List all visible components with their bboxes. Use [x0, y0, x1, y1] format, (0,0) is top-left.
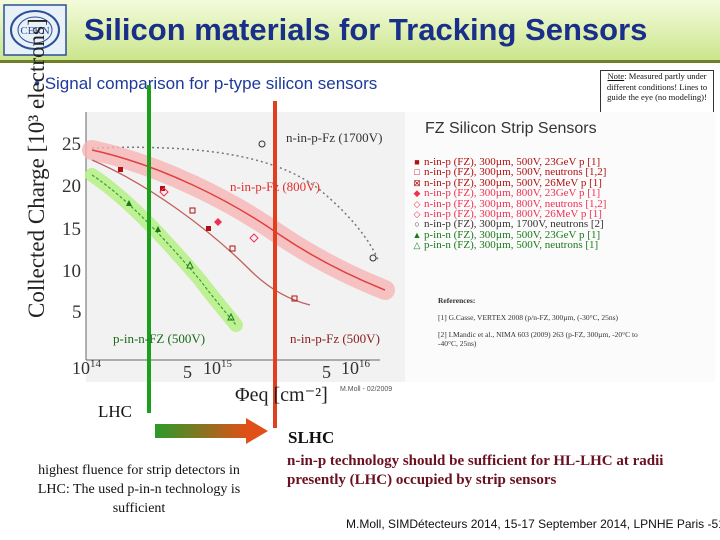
slhc-description: n-in-p technology should be sufficient f…: [287, 453, 664, 488]
legend-marker-icon: □: [414, 167, 420, 178]
data-point: [155, 226, 161, 232]
page-title: Silicon materials for Tracking Sensors: [84, 12, 648, 47]
x-axis-label: Φeq [cm⁻²]: [235, 384, 328, 406]
data-points: [118, 140, 377, 321]
references-title: References:: [438, 296, 476, 305]
lhc-fluence-marker: [147, 85, 151, 413]
curve-500v-np: [91, 159, 311, 306]
legend-item-label: n-in-p (FZ), 300µm, 800V, 26MeV p [1]: [424, 208, 602, 220]
transition-arrow-body: [155, 424, 247, 438]
data-point: [258, 140, 266, 148]
x-tick-label: 1016: [341, 358, 370, 378]
legend-marker-icon: ◇: [413, 198, 421, 209]
references: References: [1] G.Casse, VERTEX 2008 (p/…: [438, 296, 658, 348]
legend-marker-icon: ■: [414, 157, 420, 167]
y-tick-label: 5: [72, 302, 82, 323]
legend-marker-icon: ○: [414, 219, 420, 230]
legend-item: ▲ p-in-n (FZ), 300µm, 500V, 23GeV p [1]: [410, 228, 601, 241]
legend-item-label: n-in-p (FZ), 300µm, 500V, 23GeV p [1]: [424, 156, 601, 168]
chart-credit: M.Moll - 02/2009: [340, 386, 393, 393]
legend-item: ⊠ n-in-p (FZ), 300µm, 500V, 26MeV p [1]: [410, 176, 602, 189]
footer-citation: M.Moll, SIMDétecteurs 2014, 15-17 Septem…: [346, 517, 720, 531]
legend-marker-icon: ◆: [413, 188, 421, 199]
legend-item: ◇ n-in-p (FZ), 300µm, 800V, neutrons [1,2…: [410, 197, 607, 210]
legend-title: FZ Silicon Strip Sensors: [425, 120, 597, 137]
legend-marker-icon: △: [413, 240, 421, 251]
data-point: [189, 207, 196, 214]
data-point: [118, 167, 123, 172]
slhc-label: SLHC: [288, 428, 335, 447]
cern-logo: CERN: [3, 4, 67, 56]
title-bar: [0, 0, 720, 62]
legend-item-label: p-in-n (FZ), 300µm, 500V, neutrons [1]: [424, 239, 599, 252]
legend-item-label: n-in-p (FZ), 300µm, 500V, 26MeV p [1]: [424, 176, 602, 189]
legend-item-label: n-in-p (FZ), 300µm, 1700V, neutrons [2]: [424, 218, 604, 231]
y-tick-label: 20: [62, 176, 81, 197]
bullet-text: Signal comparison for p-type silicon sen…: [44, 74, 378, 93]
curve-1700v: [91, 146, 379, 261]
curve-label-pn-500v: p-in-n-FZ (500V): [113, 331, 206, 346]
title-divider: [0, 60, 720, 63]
legend-item-label: p-in-n (FZ), 300µm, 500V, 23GeV p [1]: [424, 228, 601, 241]
y-tick-label: 25: [62, 134, 81, 155]
data-point: [159, 187, 169, 197]
slhc-fluence-marker: [273, 101, 277, 428]
data-point: [206, 226, 211, 231]
logo-text: CERN: [20, 25, 49, 37]
lhc-label: LHC: [98, 402, 132, 421]
legend-item-label: n-in-p (FZ), 300µm, 800V, 23GeV p [1]: [424, 187, 601, 200]
curve-800v: [91, 149, 386, 291]
legend-marker-icon: ▲: [412, 229, 422, 240]
legend-background: [405, 112, 715, 382]
bullet-point: • Signal comparison for p-type silicon s…: [34, 74, 377, 94]
x-tick-label: 1014: [72, 358, 101, 378]
data-point: [249, 233, 259, 243]
y-axis-label: Collected Charge [10³ electrons]: [24, 18, 49, 318]
legend-item: ◇ n-in-p (FZ), 300µm, 800V, 26MeV p [1]: [410, 208, 602, 220]
x-tick-label: 5: [322, 362, 331, 382]
data-point: [160, 186, 165, 191]
curve-label-1700v: n-in-p-Fz (1700V): [286, 130, 383, 145]
legend-item: □ n-in-p (FZ), 300µm, 500V, neutrons [1,2…: [410, 166, 607, 179]
curve-label-800v: n-in-p-Fz (800V): [230, 179, 320, 194]
curve-pn-500v: [91, 174, 237, 326]
reference-2: [2] I.Mandic et al., NIMA 603 (2009) 263…: [438, 330, 638, 348]
legend-item: ◆ n-in-p (FZ), 300µm, 800V, 23GeV p [1]: [410, 187, 601, 200]
reference-1: [1] G.Casse, VERTEX 2008 (p/n-FZ, 300µm,…: [438, 313, 619, 322]
legend-item-label: n-in-p (FZ), 300µm, 500V, neutrons [1,2]: [424, 166, 607, 179]
legend-item-label: n-in-p (FZ), 300µm, 800V, neutrons [1,2]: [424, 197, 607, 210]
data-point: [291, 295, 298, 302]
legend-item: ■ n-in-p (FZ), 300µm, 500V, 23GeV p [1]: [410, 156, 601, 168]
y-tick-label: 10: [62, 261, 81, 282]
lhc-description: highest fluence for strip detectors in L…: [37, 463, 241, 516]
note-text: : Measured partly under different condit…: [606, 71, 708, 102]
y-tick-label: 15: [62, 219, 81, 240]
x-tick-label: 1015: [203, 358, 232, 378]
legend-marker-icon: ⊠: [413, 177, 421, 188]
x-tick-label: 5: [183, 362, 192, 382]
data-point: [229, 245, 236, 252]
legend-marker-icon: ◇: [413, 209, 421, 219]
transition-arrow-head: [246, 418, 268, 444]
note-label: Note: [607, 71, 625, 81]
curve-label-np-500v: n-in-p-Fz (500V): [290, 331, 380, 346]
legend-item: △ p-in-n (FZ), 300µm, 500V, neutrons [1]: [410, 239, 599, 252]
legend-item: ○ n-in-p (FZ), 300µm, 1700V, neutrons [2]: [410, 218, 604, 231]
data-point: [214, 218, 222, 226]
data-point: [227, 312, 235, 321]
bullet-dot-icon: •: [34, 74, 40, 93]
data-point: [186, 260, 194, 269]
data-point: [126, 200, 132, 206]
data-point: [369, 254, 377, 262]
